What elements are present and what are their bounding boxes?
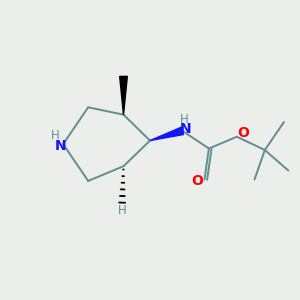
Polygon shape xyxy=(120,76,127,115)
Text: H: H xyxy=(50,129,59,142)
Text: H: H xyxy=(179,113,188,126)
Text: H: H xyxy=(118,204,126,217)
Text: N: N xyxy=(54,139,66,153)
Text: N: N xyxy=(180,122,192,136)
Text: O: O xyxy=(237,126,249,140)
Polygon shape xyxy=(150,127,184,141)
Text: O: O xyxy=(191,174,203,188)
